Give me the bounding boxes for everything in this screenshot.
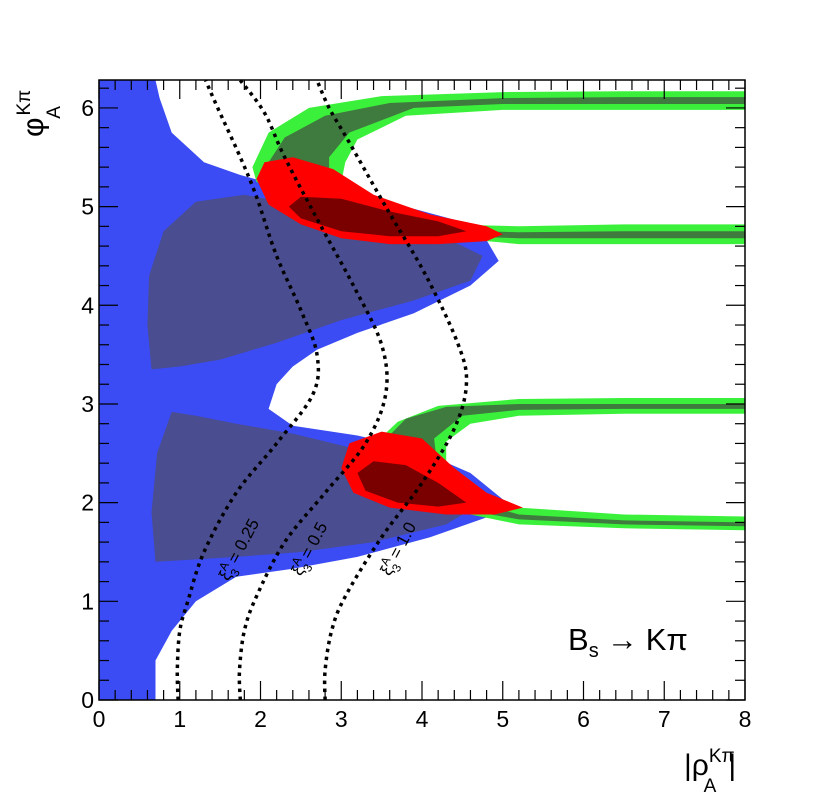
y-tick-label: 1	[81, 588, 94, 614]
region-layer	[99, 80, 745, 701]
contour-line-layer	[175, 79, 469, 701]
x-tick-label: 7	[658, 706, 671, 732]
plot-frame	[98, 79, 746, 701]
region-green-outer-upper	[252, 91, 745, 245]
y-tick-label: 3	[81, 391, 94, 417]
contour-line-xi-0.25	[175, 79, 321, 701]
y-axis-title: φKπ A	[14, 90, 65, 137]
contour-line-xi-0.5	[237, 79, 389, 701]
x-axis-title: |ρKπ A|	[684, 746, 736, 797]
region-red-inner-lower	[357, 461, 467, 507]
y-tick-label: 6	[81, 95, 94, 121]
x-tick-label: 5	[496, 706, 509, 732]
x-tick-label: 0	[93, 706, 106, 732]
x-tick-label: 3	[335, 706, 348, 732]
y-tick-label: 4	[81, 292, 94, 318]
x-tick-label: 6	[577, 706, 590, 732]
tick-label-layer: 0 1 2 3 4 5 6 7 8 0 1 2 3 4 5 6	[81, 95, 751, 732]
y-tick-label: 2	[81, 490, 94, 516]
region-red-inner-upper	[288, 196, 467, 237]
y-tick-label: 5	[81, 194, 94, 220]
x-tick-label: 1	[173, 706, 186, 732]
x-tick-label: 8	[739, 706, 752, 732]
y-tick-label: 0	[81, 687, 94, 713]
process-label: Bs → Kπ	[568, 622, 688, 662]
x-tick-label: 4	[416, 706, 429, 732]
region-green-inner-lower	[381, 404, 745, 527]
region-blue-inner-lower	[151, 411, 483, 562]
x-tick-label: 2	[254, 706, 267, 732]
